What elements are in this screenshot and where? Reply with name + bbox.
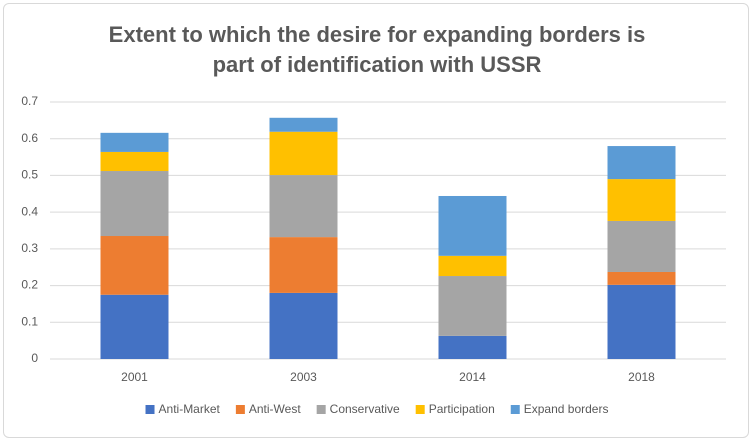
y-tick-label: 0.7 [21, 94, 38, 108]
bar-segment [607, 284, 676, 359]
y-tick-label: 0.3 [21, 241, 38, 255]
y-tick-label: 0.6 [21, 131, 38, 145]
bar-segment [438, 276, 507, 336]
legend-swatch [145, 405, 155, 414]
x-tick-label: 2014 [459, 370, 486, 384]
legend-swatch [415, 405, 425, 414]
bar-segment [607, 179, 676, 221]
bar-segment [607, 220, 676, 272]
x-tick-label: 2003 [290, 370, 317, 384]
bar-segment [607, 146, 676, 180]
chart-title: Extent to which the desire for expanding… [108, 22, 646, 77]
bar-segment [100, 132, 169, 152]
y-tick-label: 0.5 [21, 168, 38, 182]
y-tick-label: 0.2 [21, 278, 38, 292]
legend-label: Anti-Market [159, 402, 221, 416]
legend-label: Participation [429, 402, 495, 416]
bar-segment [100, 151, 169, 172]
legend-label: Expand borders [524, 402, 609, 416]
legend-label: Anti-West [249, 402, 301, 416]
bar-segment [438, 195, 507, 256]
bar-segment [438, 255, 507, 277]
bar-segment [269, 175, 338, 238]
bar-segment [438, 335, 507, 359]
bar-segment [100, 171, 169, 237]
x-tick-label: 2018 [628, 370, 655, 384]
x-tick-label: 2001 [121, 370, 148, 384]
bar-segment [269, 292, 338, 359]
y-tick-label: 0 [31, 351, 38, 365]
legend-swatch [235, 405, 245, 414]
legend-swatch [510, 405, 520, 414]
chart-frame [3, 3, 749, 438]
bar-segment [100, 236, 169, 295]
bar-segment [607, 271, 676, 285]
legend-label: Conservative [330, 402, 400, 416]
legend-swatch [316, 405, 326, 414]
bar-segment [100, 294, 169, 359]
y-tick-label: 0.1 [21, 314, 38, 328]
bar-segment [269, 117, 338, 132]
y-tick-label: 0.4 [21, 204, 38, 218]
bar-segment [269, 237, 338, 293]
bar-segment [269, 131, 338, 176]
